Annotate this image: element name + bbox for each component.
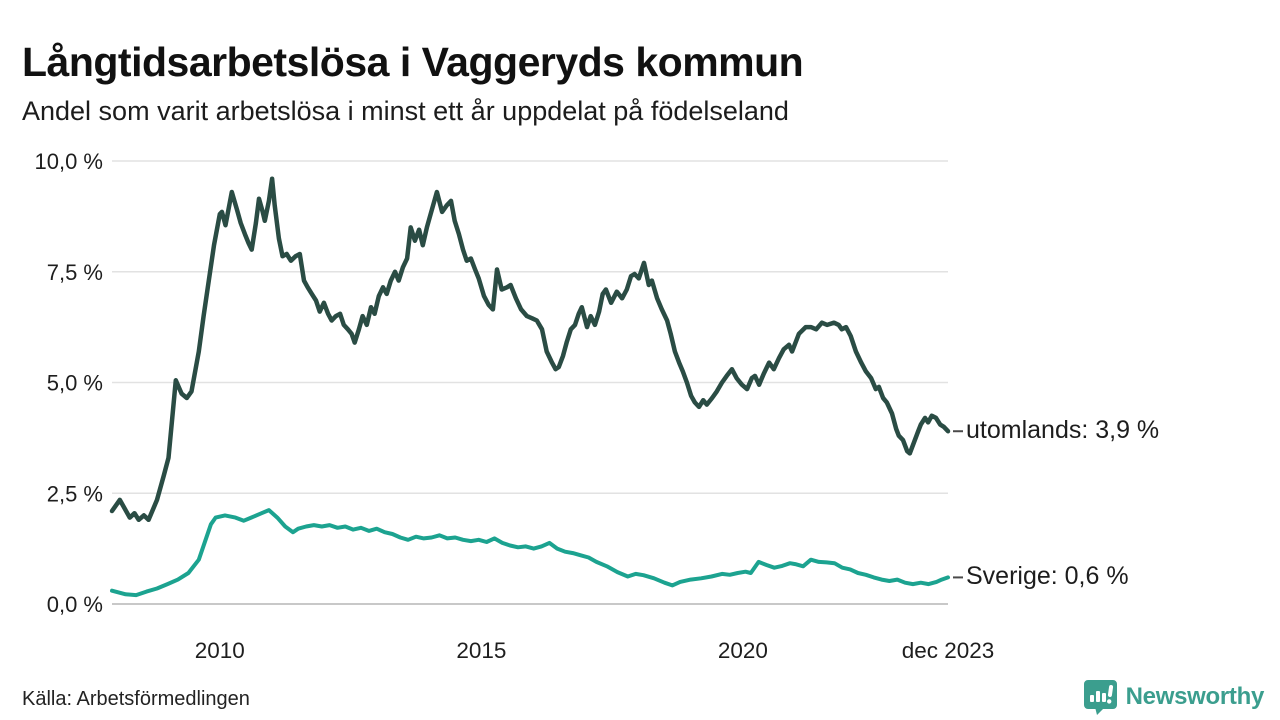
y-tick-label: 7,5 %: [47, 260, 103, 285]
series-line-utomlands: [109, 176, 951, 523]
source-note: Källa: Arbetsförmedlingen: [22, 688, 250, 710]
chart-subtitle: Andel som varit arbetslösa i minst ett å…: [22, 96, 789, 126]
y-tick-label: 2,5 %: [47, 481, 103, 506]
x-tick-label: 2010: [195, 638, 245, 663]
series-end-label-utomlands: utomlands: 3,9 %: [966, 416, 1160, 445]
brand-lockup: Newsworthy: [1082, 678, 1264, 716]
newsworthy-logo-icon: [1082, 678, 1119, 716]
y-tick-label: 10,0 %: [35, 149, 104, 174]
x-tick-label: 2015: [456, 638, 506, 663]
page-title: Långtidsarbetslösa i Vaggeryds kommun: [22, 39, 804, 86]
x-tick-label: 2020: [718, 638, 768, 663]
series-end-label-sverige: Sverige: 0,6 %: [966, 562, 1129, 591]
brand-name: Newsworthy: [1125, 683, 1265, 710]
y-tick-label: 5,0 %: [47, 371, 103, 396]
series-line-Sverige: [110, 508, 950, 598]
y-tick-label: 0,0 %: [47, 592, 103, 617]
x-tick-label: dec 2023: [902, 638, 995, 663]
